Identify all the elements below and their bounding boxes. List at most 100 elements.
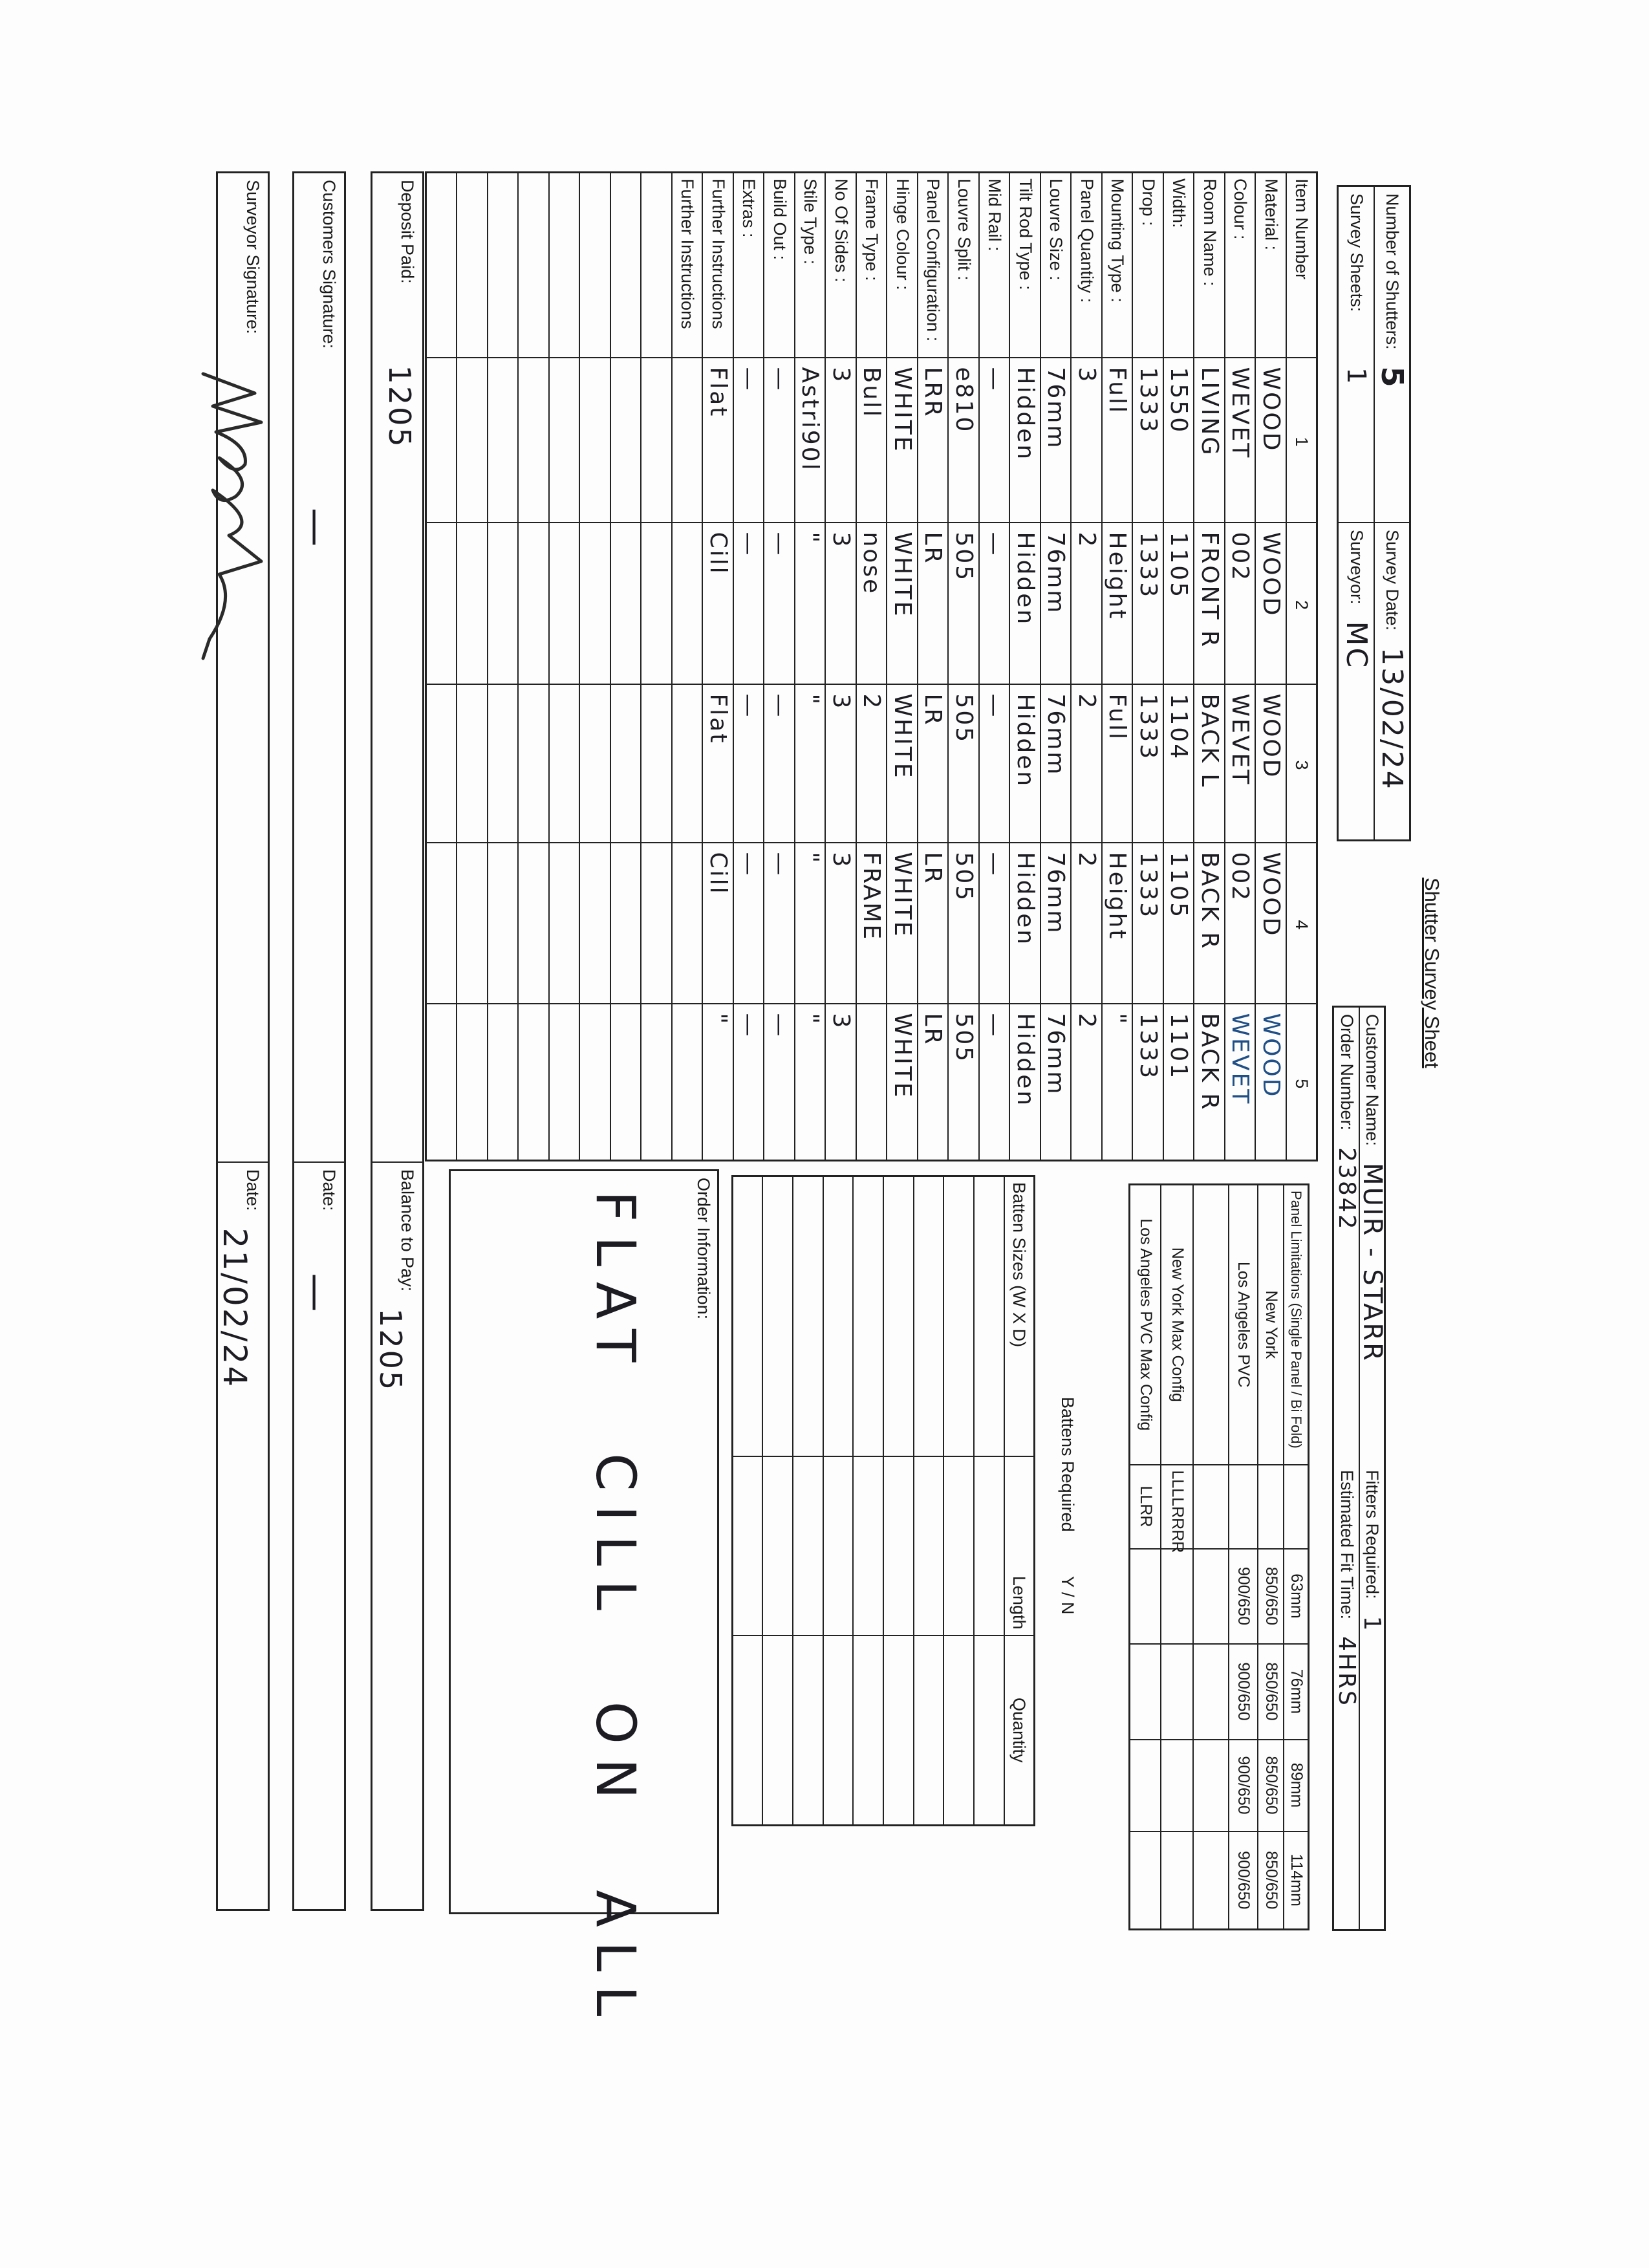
estimated-fit-time-field[interactable]: Estimated Fit Time: 4HRS	[1333, 1463, 1360, 1929]
item-1-cell[interactable]: 1	[1286, 357, 1317, 523]
item-4-cell[interactable]: —	[733, 842, 764, 1004]
item-5-cell[interactable]: WEVET	[1225, 1003, 1256, 1161]
item-2-cell[interactable]	[579, 522, 610, 684]
item-3-cell[interactable]: 76mm	[1040, 684, 1072, 843]
item-1-cell[interactable]	[488, 357, 519, 523]
item-2-cell[interactable]: —	[733, 522, 764, 684]
item-4-cell[interactable]: 002	[1225, 842, 1256, 1004]
item-4-cell[interactable]: LR	[918, 842, 949, 1004]
item-5-cell[interactable]: "	[795, 1003, 826, 1161]
item-5-cell[interactable]	[488, 1003, 519, 1161]
item-4-cell[interactable]	[426, 842, 457, 1004]
item-4-cell[interactable]: 505	[948, 842, 979, 1004]
item-2-cell[interactable]: 1333	[1132, 522, 1163, 684]
item-3-cell[interactable]: 1104	[1163, 684, 1194, 843]
item-3-cell[interactable]: 505	[948, 684, 979, 843]
item-5-cell[interactable]	[856, 1003, 887, 1161]
item-5-cell[interactable]: 1101	[1163, 1003, 1194, 1161]
item-5-cell[interactable]: WOOD	[1255, 1003, 1286, 1161]
batten-cell[interactable]	[913, 1176, 944, 1456]
item-3-cell[interactable]: WHITE	[887, 684, 918, 843]
item-2-cell[interactable]	[518, 522, 549, 684]
item-5-cell[interactable]: —	[764, 1003, 795, 1161]
item-3-cell[interactable]	[672, 684, 703, 843]
item-4-cell[interactable]	[579, 842, 610, 1004]
item-5-cell[interactable]	[549, 1003, 580, 1161]
item-1-cell[interactable]: 3	[825, 357, 856, 523]
item-4-cell[interactable]	[641, 842, 672, 1004]
item-3-cell[interactable]: WOOD	[1255, 684, 1286, 843]
batten-cell[interactable]	[823, 1456, 854, 1636]
item-1-cell[interactable]: WEVET	[1225, 357, 1256, 523]
item-3-cell[interactable]: —	[764, 684, 795, 843]
item-1-cell[interactable]: WHITE	[887, 357, 918, 523]
item-5-cell[interactable]: BACK R	[1194, 1003, 1225, 1161]
batten-cell[interactable]	[943, 1176, 975, 1456]
item-1-cell[interactable]: —	[764, 357, 795, 523]
item-1-cell[interactable]: Astri90l	[795, 357, 826, 523]
batten-cell[interactable]	[732, 1456, 763, 1636]
item-1-cell[interactable]	[579, 357, 610, 523]
item-4-cell[interactable]	[610, 842, 641, 1004]
item-5-cell[interactable]: 5	[1286, 1003, 1317, 1161]
batten-cell[interactable]	[853, 1176, 884, 1456]
item-5-cell[interactable]: LR	[918, 1003, 949, 1161]
balance-to-pay-field[interactable]: Balance to Pay: 1205	[372, 1163, 422, 1909]
item-2-cell[interactable]: 1105	[1163, 522, 1194, 684]
item-4-cell[interactable]	[549, 842, 580, 1004]
item-2-cell[interactable]: —	[979, 522, 1010, 684]
item-5-cell[interactable]	[579, 1003, 610, 1161]
batten-cell[interactable]	[823, 1635, 854, 1826]
item-5-cell[interactable]: "	[702, 1003, 733, 1161]
order-information-box[interactable]: Order Information: FLAT CILL ON ALL	[449, 1169, 719, 2030]
item-5-cell[interactable]: —	[733, 1003, 764, 1161]
batten-cell[interactable]	[883, 1635, 914, 1826]
item-4-cell[interactable]: 76mm	[1040, 842, 1072, 1004]
item-3-cell[interactable]	[426, 684, 457, 843]
item-2-cell[interactable]	[549, 522, 580, 684]
item-2-cell[interactable]: 2	[1286, 522, 1317, 684]
item-3-cell[interactable]	[579, 684, 610, 843]
customer-name-field[interactable]: Customer Name: MUIR - STARR	[1357, 1008, 1387, 1463]
item-5-cell[interactable]	[641, 1003, 672, 1161]
item-5-cell[interactable]: WHITE	[887, 1003, 918, 1161]
item-2-cell[interactable]	[426, 522, 457, 684]
item-3-cell[interactable]: 2	[856, 684, 887, 843]
item-1-cell[interactable]	[641, 357, 672, 523]
item-4-cell[interactable]: FRAME	[856, 842, 887, 1004]
batten-cell[interactable]	[974, 1456, 1004, 1636]
item-5-cell[interactable]: Hidden	[1009, 1003, 1040, 1161]
surveyor-date-field[interactable]: Date: 21/02/24	[216, 1163, 268, 1909]
item-5-cell[interactable]	[672, 1003, 703, 1161]
item-3-cell[interactable]	[457, 684, 488, 843]
item-1-cell[interactable]	[518, 357, 549, 523]
item-4-cell[interactable]: WHITE	[887, 842, 918, 1004]
batten-cell[interactable]	[974, 1635, 1004, 1826]
item-2-cell[interactable]: 002	[1225, 522, 1256, 684]
item-2-cell[interactable]: nose	[856, 522, 887, 684]
batten-cell[interactable]	[762, 1456, 793, 1636]
item-3-cell[interactable]: WEVET	[1225, 684, 1256, 843]
item-5-cell[interactable]: —	[979, 1003, 1010, 1161]
item-2-cell[interactable]: 505	[948, 522, 979, 684]
item-1-cell[interactable]	[672, 357, 703, 523]
item-4-cell[interactable]: WOOD	[1255, 842, 1286, 1004]
item-1-cell[interactable]: —	[733, 357, 764, 523]
item-3-cell[interactable]: 2	[1071, 684, 1102, 843]
item-2-cell[interactable]	[672, 522, 703, 684]
item-1-cell[interactable]: 1550	[1163, 357, 1194, 523]
batten-cell[interactable]	[913, 1456, 944, 1636]
item-2-cell[interactable]: FRONT R	[1194, 522, 1225, 684]
item-3-cell[interactable]: —	[733, 684, 764, 843]
item-1-cell[interactable]: Bull	[856, 357, 887, 523]
item-3-cell[interactable]	[549, 684, 580, 843]
item-4-cell[interactable]	[488, 842, 519, 1004]
batten-cell[interactable]	[883, 1456, 914, 1636]
item-4-cell[interactable]: Cill	[702, 842, 733, 1004]
item-1-cell[interactable]: Flat	[702, 357, 733, 523]
item-2-cell[interactable]	[641, 522, 672, 684]
item-2-cell[interactable]: 76mm	[1040, 522, 1072, 684]
item-3-cell[interactable]: Flat	[702, 684, 733, 843]
item-1-cell[interactable]: LRR	[918, 357, 949, 523]
batten-cell[interactable]	[883, 1176, 914, 1456]
